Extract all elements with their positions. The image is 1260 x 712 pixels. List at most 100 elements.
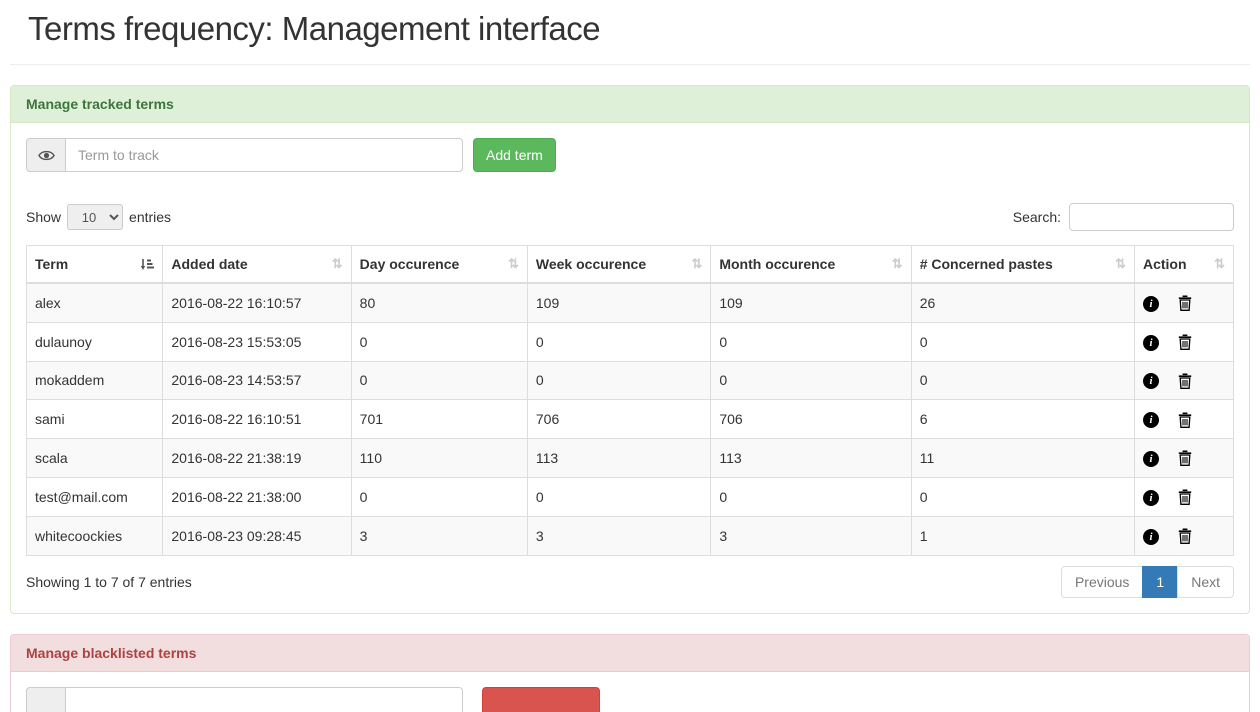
trash-icon[interactable] xyxy=(1159,489,1192,506)
cell-added-date: 2016-08-22 21:38:19 xyxy=(162,438,352,478)
blacklist-addon-icon xyxy=(26,686,65,712)
cell-concerned-pastes: 0 xyxy=(910,321,1135,362)
tracked-terms-panel-heading: Manage tracked terms xyxy=(11,86,1249,123)
column-header-week-occurence[interactable]: Week occurence ⇅ xyxy=(526,245,712,284)
cell-week-occurence: 0 xyxy=(526,360,712,401)
sort-both-icon: ⇅ xyxy=(1214,256,1225,271)
table-row: dulaunoy 2016-08-23 15:53:05 0 0 0 0 i xyxy=(25,321,1235,362)
cell-concerned-pastes: 1 xyxy=(910,515,1135,556)
cell-week-occurence: 113 xyxy=(526,438,712,478)
page-container: Terms frequency: Management interface Ma… xyxy=(0,10,1260,712)
info-icon[interactable]: i xyxy=(1142,334,1159,351)
pagination-page-1[interactable]: 1 xyxy=(1142,565,1179,598)
cell-term: whitecoockies xyxy=(25,515,164,556)
datatable-footer: Showing 1 to 7 of 7 entries Previous 1 N… xyxy=(26,565,1234,598)
trash-icon[interactable] xyxy=(1159,295,1192,312)
blacklisted-terms-panel-body xyxy=(11,672,1249,712)
cell-term: mokaddem xyxy=(25,360,164,401)
column-header-term[interactable]: Term xyxy=(25,245,164,284)
eye-icon xyxy=(26,138,65,172)
info-icon[interactable]: i xyxy=(1142,411,1159,429)
cell-day-occurence: 3 xyxy=(350,515,528,556)
sort-both-icon: ⇅ xyxy=(1115,256,1126,271)
cell-term: dulaunoy xyxy=(25,321,164,362)
column-label: Month occurence xyxy=(719,256,836,272)
trash-icon[interactable] xyxy=(1159,528,1192,545)
pagination-next[interactable]: Next xyxy=(1177,565,1234,598)
column-header-added-date[interactable]: Added date ⇅ xyxy=(162,245,352,284)
blacklist-term-input[interactable] xyxy=(65,686,463,712)
datatable-toolbar: Show 10 entries Search: xyxy=(26,203,1234,231)
search-control: Search: xyxy=(1013,203,1234,231)
cell-day-occurence: 110 xyxy=(350,438,528,478)
table-row: whitecoockies 2016-08-23 09:28:45 3 3 3 1 i xyxy=(25,515,1235,556)
info-icon[interactable]: i xyxy=(1142,372,1159,390)
info-icon[interactable]: i xyxy=(1142,450,1159,467)
cell-month-occurence: 0 xyxy=(710,360,912,401)
cell-week-occurence: 0 xyxy=(526,476,712,517)
table-row: alex 2016-08-22 16:10:57 80 109 109 26 i xyxy=(25,282,1235,323)
cell-action: i xyxy=(1133,282,1235,323)
column-header-concerned-pastes[interactable]: # Concerned pastes ⇅ xyxy=(910,245,1135,284)
table-row: test@mail.com 2016-08-22 21:38:00 0 0 0 0 i xyxy=(25,476,1235,517)
cell-action: i xyxy=(1133,360,1235,401)
cell-added-date: 2016-08-22 16:10:51 xyxy=(162,399,352,440)
page-length-select[interactable]: 10 xyxy=(67,204,124,230)
show-label: Show xyxy=(26,209,62,225)
entries-label: entries xyxy=(129,209,172,225)
trash-icon[interactable] xyxy=(1159,334,1192,351)
cell-week-occurence: 109 xyxy=(526,282,712,323)
cell-day-occurence: 0 xyxy=(350,321,528,362)
cell-added-date: 2016-08-23 09:28:45 xyxy=(162,515,352,556)
cell-action: i xyxy=(1133,321,1235,362)
cell-day-occurence: 0 xyxy=(350,476,528,517)
cell-month-occurence: 3 xyxy=(710,515,912,556)
table-header: Term Added date ⇅ Day occurence ⇅ Week occure… xyxy=(25,245,1235,284)
cell-term: test@mail.com xyxy=(25,476,164,517)
table-info-text: Showing 1 to 7 of 7 entries xyxy=(26,573,192,590)
add-blacklist-button[interactable] xyxy=(482,686,600,712)
term-input-group xyxy=(26,138,463,172)
cell-week-occurence: 3 xyxy=(526,515,712,556)
term-to-track-input[interactable] xyxy=(65,138,463,172)
sort-both-icon: ⇅ xyxy=(507,256,519,271)
blacklisted-terms-panel-heading: Manage blacklisted terms xyxy=(11,634,1249,672)
add-term-row: Add term xyxy=(26,138,1234,172)
pagination: Previous 1 Next xyxy=(1060,565,1234,598)
page-length-control: Show 10 entries xyxy=(26,204,171,230)
info-icon[interactable]: i xyxy=(1142,295,1159,312)
column-header-month-occurence[interactable]: Month occurence ⇅ xyxy=(710,245,912,284)
column-header-day-occurence[interactable]: Day occurence ⇅ xyxy=(350,245,528,284)
trash-icon[interactable] xyxy=(1159,373,1192,389)
cell-action: i xyxy=(1133,438,1235,478)
tracked-terms-panel: Manage tracked terms Add term Show xyxy=(10,85,1250,614)
cell-concerned-pastes: 26 xyxy=(910,282,1135,323)
info-icon[interactable]: i xyxy=(1142,528,1159,545)
cell-term: sami xyxy=(25,399,164,440)
cell-added-date: 2016-08-22 21:38:00 xyxy=(162,476,352,517)
add-blacklist-row xyxy=(26,686,1234,712)
column-label: # Concerned pastes xyxy=(919,256,1053,272)
pagination-previous[interactable]: Previous xyxy=(1060,565,1144,598)
sort-both-icon: ⇅ xyxy=(691,256,703,271)
cell-day-occurence: 80 xyxy=(350,282,528,323)
column-header-action[interactable]: Action ⇅ xyxy=(1133,245,1235,284)
cell-action: i xyxy=(1133,515,1235,556)
cell-concerned-pastes: 6 xyxy=(910,399,1135,440)
cell-month-occurence: 113 xyxy=(710,438,912,478)
cell-concerned-pastes: 11 xyxy=(910,438,1135,478)
table-row: sami 2016-08-22 16:10:51 701 706 706 6 i xyxy=(25,399,1235,440)
cell-added-date: 2016-08-23 14:53:57 xyxy=(162,360,352,401)
cell-term: alex xyxy=(25,282,164,323)
info-icon[interactable]: i xyxy=(1142,489,1159,506)
column-label: Action xyxy=(1142,256,1187,272)
cell-month-occurence: 706 xyxy=(710,399,912,440)
title-divider xyxy=(10,64,1250,65)
cell-week-occurence: 706 xyxy=(526,399,712,440)
trash-icon[interactable] xyxy=(1159,412,1192,428)
cell-added-date: 2016-08-23 15:53:05 xyxy=(162,321,352,362)
search-input[interactable] xyxy=(1069,203,1234,231)
add-term-button[interactable]: Add term xyxy=(473,138,556,172)
column-label: Term xyxy=(35,256,69,272)
trash-icon[interactable] xyxy=(1159,450,1192,467)
